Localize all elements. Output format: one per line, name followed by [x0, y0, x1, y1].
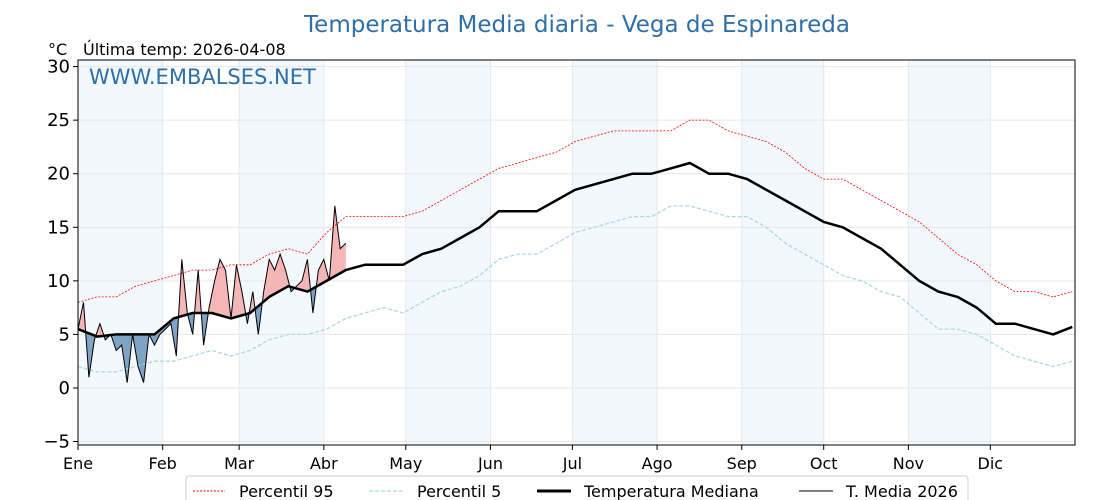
- x-tick-label-may: May: [389, 454, 422, 473]
- x-tick-label-feb: Feb: [149, 454, 177, 473]
- above-median-fill: [215, 270, 218, 315]
- x-tick-label-ene: Ene: [63, 454, 93, 473]
- plot-frame: [77, 59, 1076, 446]
- x-tick-label-ago: Ago: [642, 454, 673, 473]
- legend-current-label: T. Media 2026: [845, 482, 958, 500]
- below-median-fill: [117, 334, 120, 350]
- above-median-fill: [277, 258, 279, 293]
- x-tick-label-dic: Dic: [978, 454, 1004, 473]
- y-tick-label: 15: [47, 217, 70, 238]
- y-tick-label: 0: [59, 378, 70, 399]
- current-year-line: [77, 205, 347, 383]
- month-band: [78, 60, 163, 445]
- month-band: [239, 60, 324, 445]
- median-line: [77, 161, 1073, 338]
- above-median-fill: [278, 254, 281, 292]
- below-median-fill: [142, 334, 144, 383]
- above-median-fill: [322, 259, 324, 284]
- x-tick-label-jul: Jul: [562, 454, 582, 473]
- legend: Percentil 95 Percentil 5 Temperatura Med…: [185, 475, 969, 500]
- below-median-fill: [116, 334, 118, 351]
- above-median-fill: [344, 242, 346, 272]
- y-tick-label: 20: [47, 164, 70, 185]
- last-temp-label: Última temp: 2026-04-08: [83, 40, 286, 59]
- month-band: [908, 60, 991, 445]
- y-tick-label: 5: [59, 324, 70, 345]
- watermark: WWW.EMBALSES.NET: [89, 65, 316, 89]
- x-tick-label-abr: Abr: [310, 454, 338, 473]
- below-median-fill: [140, 334, 143, 379]
- above-median-fill: [217, 264, 219, 316]
- month-band: [572, 60, 658, 445]
- legend-p95-label: Percentil 95: [239, 482, 334, 500]
- y-tick-label: 30: [47, 57, 70, 78]
- chart-title: Temperatura Media diaria - Vega de Espin…: [303, 12, 850, 38]
- x-tick-label-sep: Sep: [727, 454, 757, 473]
- legend-median-label: Temperatura Mediana: [583, 482, 759, 500]
- below-median-fill: [118, 334, 121, 349]
- above-median-fill: [342, 244, 345, 272]
- x-tick-label-jun: Jun: [477, 454, 503, 473]
- y-tick-label: 25: [47, 110, 70, 131]
- p95-line: [77, 119, 1073, 303]
- x-tick-label-mar: Mar: [224, 454, 255, 473]
- y-tick-label: −5: [43, 432, 70, 453]
- x-tick-label-oct: Oct: [810, 454, 838, 473]
- above-median-fill: [341, 245, 344, 273]
- above-median-fill: [271, 264, 274, 296]
- above-median-fill: [221, 262, 223, 317]
- above-median-fill: [269, 259, 271, 298]
- month-band: [405, 60, 491, 445]
- above-median-fill: [270, 262, 273, 297]
- below-median-fill: [139, 334, 141, 375]
- p5-line: [77, 205, 1073, 373]
- above-median-fill: [273, 267, 275, 295]
- x-tick-label-nov: Nov: [893, 454, 924, 473]
- legend-p5-label: Percentil 5: [417, 482, 501, 500]
- unit-label: °C: [48, 40, 67, 59]
- above-median-fill: [223, 267, 226, 318]
- month-band: [741, 60, 824, 445]
- above-median-fill: [279, 254, 282, 292]
- above-median-fill: [340, 247, 342, 274]
- above-median-fill: [222, 264, 225, 317]
- y-tick-label: 10: [47, 271, 70, 292]
